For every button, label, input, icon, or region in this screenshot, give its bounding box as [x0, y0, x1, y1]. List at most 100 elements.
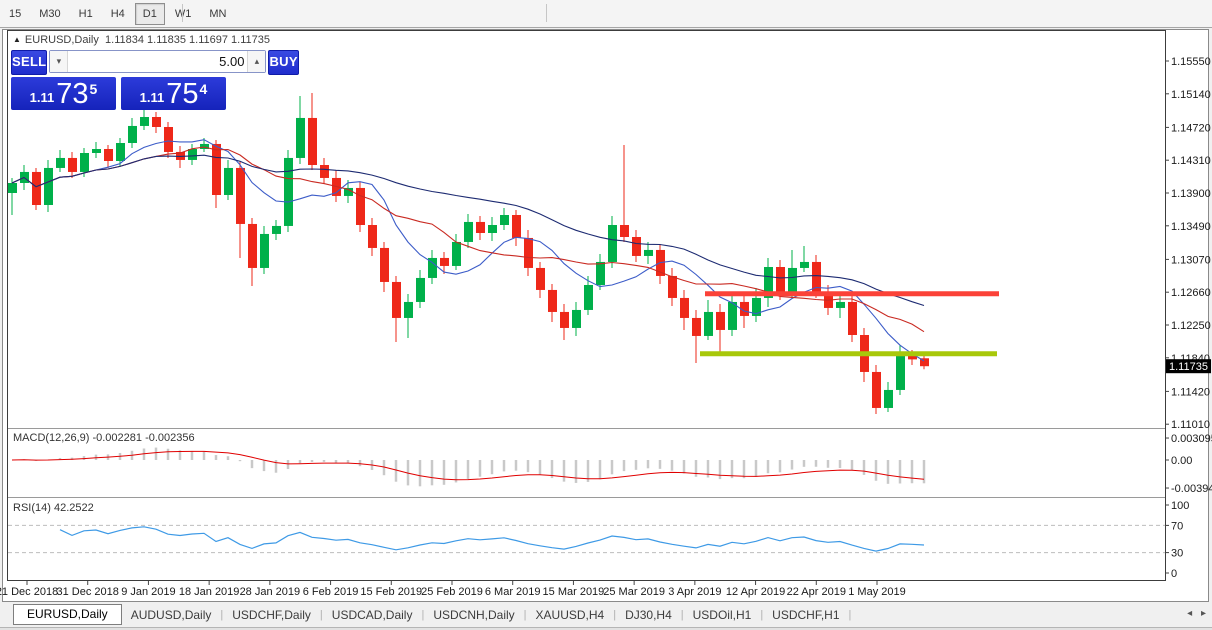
ma-slow-line	[11, 154, 925, 307]
date-axis-label: 1 May 2019	[848, 586, 905, 598]
toolbar-separator	[546, 4, 547, 22]
candle-body	[896, 355, 905, 390]
price-axis-label: 1.12250	[1171, 320, 1211, 332]
candle-body	[284, 157, 293, 226]
date-axis-label: 22 Apr 2019	[787, 586, 846, 598]
volume-increase-icon[interactable]: ▴	[247, 51, 266, 72]
volume-stepper: ▾ ▴	[49, 50, 267, 73]
candle-body	[152, 117, 161, 127]
sell-quote-panel[interactable]: 1.11 73 5	[11, 77, 116, 110]
candle-body	[8, 183, 17, 193]
tab-scroll-right-icon[interactable]: ▸	[1200, 608, 1206, 619]
candle-body	[380, 247, 389, 282]
candle-body	[200, 143, 209, 149]
candle-body	[872, 371, 881, 408]
candle-body	[884, 389, 893, 408]
chart-tab[interactable]: USDOil,H1	[692, 607, 752, 622]
timeframe-button-m30[interactable]: M30	[39, 8, 61, 20]
chart-tab[interactable]: DJ30,H4	[625, 607, 672, 622]
one-click-trading-panel: SELL ▾ ▴ BUY 1.11 73 5 1.11 75 4	[11, 50, 299, 110]
candle-body	[476, 221, 485, 233]
date-axis-label: 15 Feb 2019	[360, 586, 422, 598]
tab-scroll-arrows: ◂ ▸	[1181, 608, 1206, 619]
rsi-label: RSI(14) 42.2522	[13, 502, 94, 514]
candle-body	[572, 309, 581, 328]
sell-price-prefix: 1.11	[29, 90, 55, 105]
chart-tab[interactable]: USDCNH,Daily	[433, 607, 515, 622]
timeframe-button-h1[interactable]: H1	[78, 8, 93, 20]
candle-body	[452, 241, 461, 266]
candle-body	[404, 301, 413, 318]
ohlc-values: 1.11834 1.11835 1.11697 1.11735	[105, 34, 270, 46]
candle-body	[776, 267, 785, 295]
date-axis-label: 12 Apr 2019	[726, 586, 785, 598]
chart-tab[interactable]: AUDUSD,Daily	[130, 607, 212, 622]
macd-label: MACD(12,26,9) -0.002281 -0.002356	[13, 432, 195, 444]
tab-scroll-left-icon[interactable]: ◂	[1187, 608, 1193, 619]
tab-separator: |	[680, 608, 684, 621]
status-strip	[0, 627, 1212, 630]
tab-separator: |	[613, 608, 617, 621]
candle-body	[272, 225, 281, 234]
timeframe-button-w1[interactable]: W1	[174, 8, 192, 20]
toolbar-separator	[182, 4, 183, 22]
candle-body	[320, 165, 329, 178]
price-axis-label: 1.14310	[1171, 155, 1211, 167]
candle-body	[92, 149, 101, 153]
buy-quote-panel[interactable]: 1.11 75 4	[121, 77, 226, 110]
candle-body	[704, 311, 713, 336]
timeframe-toolbar: 15 M30 H1 H4 D1 W1 MN	[0, 0, 1212, 28]
date-axis-label: 6 Mar 2019	[485, 586, 541, 598]
volume-decrease-icon[interactable]: ▾	[50, 51, 69, 72]
macd-signal-line	[11, 450, 925, 481]
date-axis-label: 25 Mar 2019	[603, 586, 665, 598]
chart-tab[interactable]: USDCHF,H1	[772, 607, 840, 622]
rsi-axis-label: 0	[1171, 568, 1177, 580]
macd-axis-label: 0.00	[1171, 455, 1192, 467]
buy-price-pip: 4	[199, 81, 208, 97]
candle-body	[308, 117, 317, 165]
price-axis-label: 1.15550	[1171, 56, 1211, 68]
candle-body	[236, 167, 245, 224]
chart-tab[interactable]: USDCHF,Daily	[232, 607, 311, 622]
candle-body	[836, 301, 845, 308]
buy-button[interactable]: BUY	[268, 50, 299, 75]
date-axis-label: 3 Apr 2019	[668, 586, 721, 598]
tab-separator: |	[319, 608, 323, 621]
candle-body	[524, 237, 533, 268]
timeframe-button-15[interactable]: 15	[9, 8, 22, 20]
date-axis-label: 6 Feb 2019	[303, 586, 359, 598]
symbol-label: EURUSD,Daily	[24, 34, 99, 46]
candle-body	[596, 261, 605, 285]
candle-body	[548, 289, 557, 312]
macd-axis-label: 0.003095	[1171, 433, 1212, 445]
tab-separator: |	[421, 608, 425, 621]
candle-body	[116, 143, 125, 161]
chart-tab-active[interactable]: EURUSD,Daily	[13, 604, 122, 625]
candle-body	[716, 311, 725, 330]
chart-tab[interactable]: USDCAD,Daily	[331, 607, 413, 622]
date-axis-label: 31 Dec 2018	[57, 586, 119, 598]
volume-input[interactable]	[68, 51, 248, 72]
timeframe-button-h4[interactable]: H4	[110, 8, 125, 20]
candle-body	[440, 257, 449, 266]
candle-body	[764, 267, 773, 298]
candle-body	[536, 267, 545, 290]
timeframe-button-mn[interactable]: MN	[209, 8, 227, 20]
date-axis-label: 21 Dec 2018	[0, 586, 58, 598]
candle-body	[608, 225, 617, 262]
date-axis-label: 25 Feb 2019	[421, 586, 483, 598]
sell-button[interactable]: SELL	[11, 50, 48, 75]
buy-price-prefix: 1.11	[139, 90, 165, 105]
chart-tab[interactable]: XAUUSD,H4	[535, 607, 605, 622]
current-price-text: 1.11735	[1169, 361, 1208, 373]
timeframe-button-d1[interactable]: D1	[134, 3, 165, 25]
candle-body	[356, 187, 365, 225]
price-axis-label: 1.11420	[1171, 386, 1210, 398]
tab-separator: |	[220, 608, 224, 621]
tab-separator: |	[760, 608, 764, 621]
price-axis-label: 1.14720	[1171, 122, 1211, 134]
candle-body	[80, 153, 89, 172]
candle-body	[416, 277, 425, 302]
